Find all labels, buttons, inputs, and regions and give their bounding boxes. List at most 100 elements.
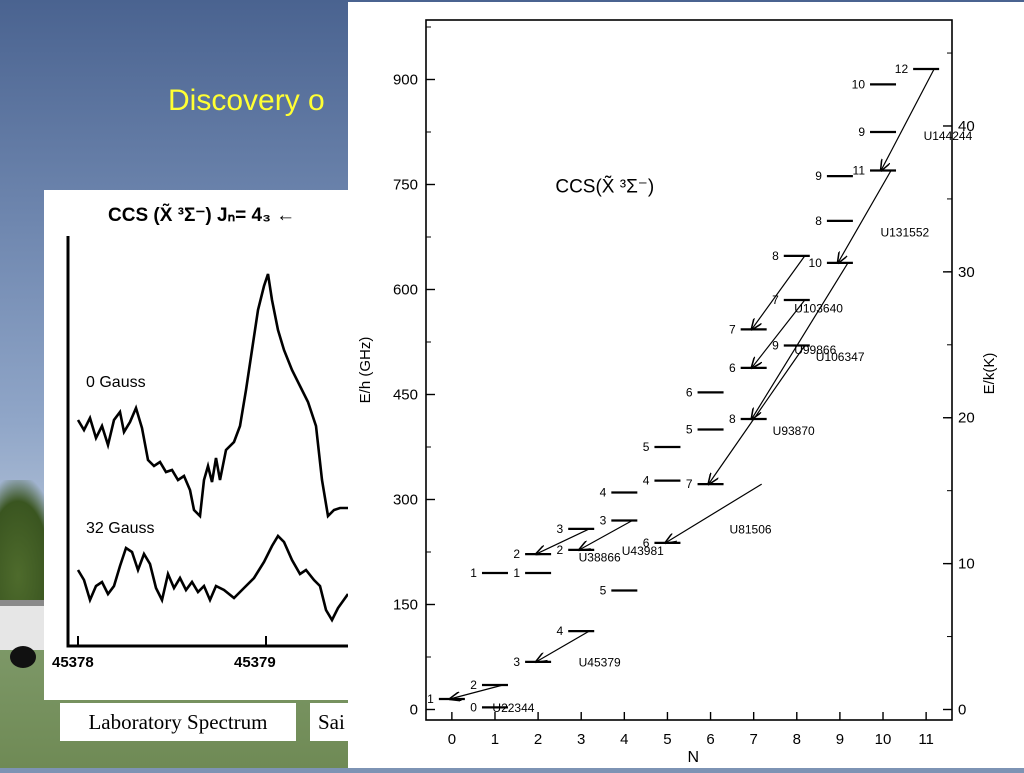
lab-spectrum-title: CCS (X̃ ³Σ⁻) Jₙ= 4₃ ← — [108, 205, 296, 226]
level-j-label: 8 — [729, 412, 736, 426]
trace-label-32-gauss: 32 Gauss — [86, 520, 155, 537]
level-j-label: 6 — [686, 385, 693, 399]
y2-axis-label: E/k(K) — [981, 353, 998, 395]
transition-label: U103640 — [794, 302, 843, 316]
energy-level-chart-panel: 0 1 2 3 4 5 6 7 8 9 10 11 0 150 300 450 600 750 900 0 10 20 30… — [348, 2, 1024, 768]
transition-arrow — [536, 528, 590, 554]
transition-label: U38866 — [579, 551, 621, 565]
level-j-label: 11 — [853, 164, 866, 178]
transition-label: U43981 — [622, 544, 664, 558]
trace-0-gauss — [76, 273, 348, 519]
transition-label: U131552 — [880, 226, 929, 240]
level-j-label: 8 — [772, 249, 779, 263]
x-tick-label: 7 — [750, 731, 758, 748]
y-tick-label: 900 — [393, 72, 418, 89]
level-j-label: 2 — [470, 678, 477, 692]
y2-tick-label: 40 — [958, 118, 975, 135]
transition-arrow — [881, 68, 935, 171]
y2-tick-label: 10 — [958, 556, 975, 573]
x-tick-label: 8 — [793, 731, 801, 748]
level-j-label: 9 — [772, 339, 779, 353]
y-tick-label: 450 — [393, 387, 418, 404]
level-j-label: 4 — [600, 486, 607, 500]
level-j-label: 5 — [686, 423, 693, 437]
x-tick-label: 5 — [663, 731, 671, 748]
level-j-label: 3 — [557, 522, 564, 536]
transition-label: U93870 — [773, 424, 815, 438]
transition-arrow — [450, 684, 504, 699]
transition-arrow — [752, 299, 806, 368]
background-barn — [0, 600, 44, 650]
lab-spectrum-panel: CCS (X̃ ³Σ⁻) Jₙ= 4₃ ← 0 Gauss 32 Gauss 4… — [44, 190, 364, 700]
transition-arrow — [709, 345, 806, 485]
slide-title: Discovery o — [168, 84, 325, 117]
lab-x-tick-label: 45379 — [234, 654, 276, 671]
x-tick-label: 3 — [577, 731, 585, 748]
level-j-label: 3 — [600, 514, 607, 528]
y-tick-label: 300 — [393, 492, 418, 509]
x-tick-label: 0 — [448, 731, 456, 748]
y2-tick-label: 0 — [958, 702, 966, 719]
x-tick-label: 6 — [706, 731, 714, 748]
transition-arrow — [579, 519, 633, 550]
transition-label: U81506 — [730, 523, 772, 537]
level-j-label: 6 — [729, 361, 736, 375]
y-axis-label: E/h (GHz) — [357, 337, 374, 404]
caption-laboratory-spectrum: Laboratory Spectrum — [60, 703, 296, 741]
level-j-label: 7 — [772, 293, 779, 307]
level-j-label: 9 — [858, 125, 865, 139]
chart-title: CCS(X̃ ³Σ⁻) — [555, 175, 654, 197]
level-j-label: 1 — [513, 566, 520, 580]
level-j-label: 8 — [815, 214, 822, 228]
level-j-label: 7 — [729, 322, 736, 336]
caption-sky-spectrum: Sai — [310, 703, 350, 741]
plot-frame — [425, 19, 953, 721]
background-hay-bale — [10, 646, 36, 668]
transition-arrow — [752, 262, 849, 419]
level-j-label: 7 — [686, 477, 693, 491]
y-tick-label: 0 — [410, 702, 418, 719]
y-tick-label: 750 — [393, 177, 418, 194]
x-axis-label: N — [688, 749, 700, 766]
transition-label: U22344 — [492, 701, 534, 715]
x-tick-label: 11 — [918, 731, 934, 748]
level-j-label: 4 — [557, 624, 564, 638]
level-j-label: 10 — [852, 77, 866, 91]
trace-label-0-gauss: 0 Gauss — [86, 374, 146, 391]
level-j-label: 4 — [643, 474, 650, 488]
y2-tick-label: 20 — [958, 410, 975, 427]
trace-32-gauss — [76, 533, 350, 623]
transition-arrow — [752, 255, 806, 330]
level-j-label: 2 — [557, 543, 564, 557]
lab-x-tick-label: 45378 — [52, 654, 94, 671]
level-j-label: 12 — [895, 62, 909, 76]
transition-label: U45379 — [579, 656, 621, 670]
transition-arrow — [536, 630, 590, 662]
level-j-label: 5 — [643, 440, 650, 454]
level-j-label: 9 — [815, 169, 822, 183]
level-j-label: 6 — [643, 536, 650, 550]
level-j-label: 3 — [513, 655, 520, 669]
transition-arrow — [838, 170, 892, 263]
y-tick-label: 150 — [393, 597, 418, 614]
x-tick-label: 10 — [875, 731, 892, 748]
level-j-label: 5 — [600, 584, 607, 598]
level-j-label: 1 — [470, 566, 477, 580]
x-tick-label: 2 — [534, 731, 542, 748]
lab-frame — [66, 236, 350, 648]
transition-arrow — [665, 483, 762, 543]
x-tick-label: 4 — [620, 731, 628, 748]
transition-label: U106347 — [816, 350, 865, 364]
y2-tick-label: 30 — [958, 264, 975, 281]
x-tick-label: 1 — [491, 731, 499, 748]
level-j-label: 1 — [427, 692, 434, 706]
level-j-label: 10 — [809, 256, 823, 270]
transition-label: U99866 — [794, 343, 836, 357]
transition-label: U144244 — [924, 129, 973, 143]
lab-spectrum-plot — [66, 236, 350, 648]
x-tick-label: 9 — [836, 731, 844, 748]
y-tick-label: 600 — [393, 282, 418, 299]
energy-level-chart: 0 1 2 3 4 5 6 7 8 9 10 1101503004506007509000102030… — [357, 19, 998, 766]
level-j-label: 0 — [470, 700, 477, 714]
level-j-label: 2 — [513, 547, 520, 561]
